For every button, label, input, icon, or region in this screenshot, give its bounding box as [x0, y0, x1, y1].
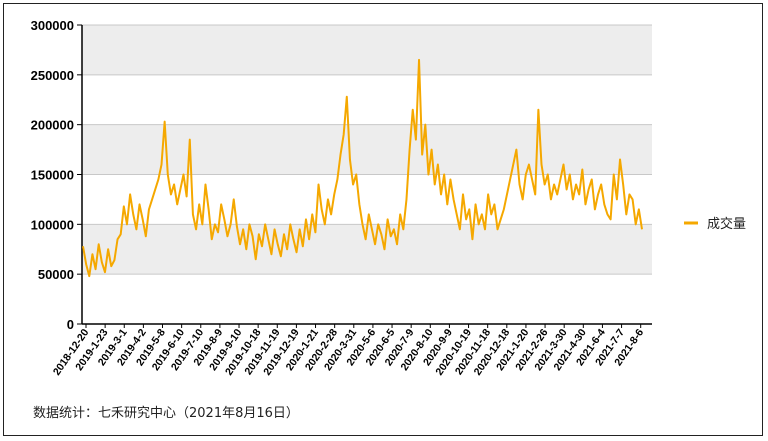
- grid-band: [82, 25, 652, 75]
- series-line-volume: [82, 58, 643, 278]
- legend: 成交量: [684, 216, 746, 232]
- y-axis-ticks: 0 50000 100000 150000 200000 250000 300000: [31, 18, 82, 332]
- grid-bands: [82, 25, 652, 275]
- y-tick-label: 150000: [31, 168, 74, 183]
- grid-band: [82, 124, 652, 175]
- source-footnote: 数据统计：七禾研究中心（2021年8月16日）: [33, 406, 299, 421]
- y-tick-label: 100000: [31, 217, 74, 232]
- y-tick-label: 250000: [31, 68, 74, 83]
- legend-label: 成交量: [707, 216, 746, 232]
- series-layer: [82, 58, 643, 278]
- y-tick-label: 0: [67, 317, 74, 332]
- y-tick-label: 200000: [31, 118, 74, 133]
- y-tick-label: 300000: [31, 18, 74, 33]
- x-axis-ticks: 2018-12-202019-1-232019-3-12019-4-22019-…: [51, 324, 646, 378]
- y-tick-label: 50000: [38, 267, 74, 282]
